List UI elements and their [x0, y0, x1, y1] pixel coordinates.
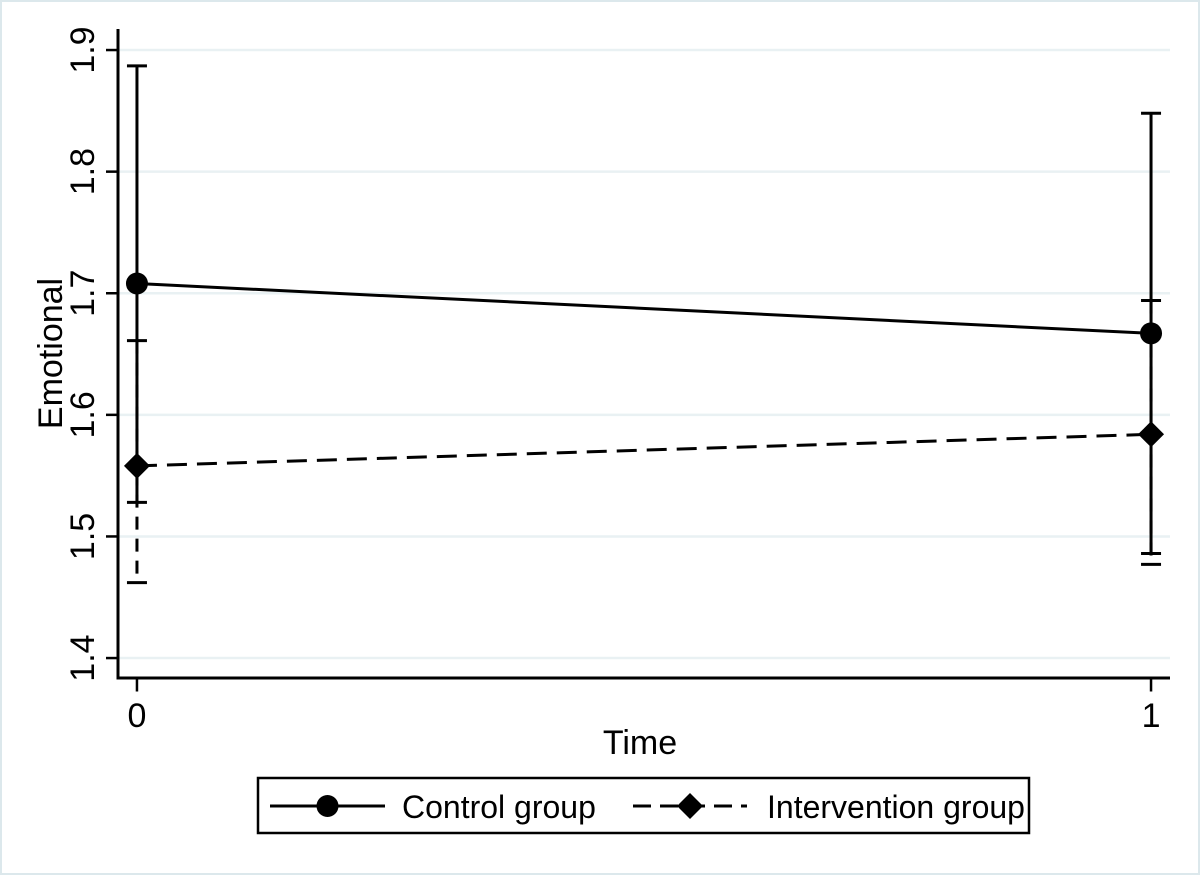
circle-marker	[125, 272, 148, 295]
legend-box	[256, 776, 1031, 835]
y-tick-label: 1.5	[64, 513, 102, 560]
y-tick-label: 1.7	[64, 270, 102, 317]
y-axis-title: Emotional	[32, 278, 70, 429]
legend-label: Intervention group	[767, 789, 1025, 825]
series-markers	[123, 421, 1165, 479]
legend-label: Control group	[402, 789, 596, 825]
series-line-dashed	[136, 432, 1152, 468]
circle-marker	[1140, 322, 1163, 345]
y-axis-ticks: 1.4 1.5 1.6 1.7 1.8 1.9	[64, 26, 118, 682]
series-line-solid	[136, 282, 1152, 335]
y-tick-label: 1.8	[64, 148, 102, 195]
x-tick-label: 0	[128, 697, 147, 735]
diamond-marker	[1138, 421, 1165, 448]
circle-marker	[316, 795, 339, 817]
gridlines	[119, 48, 1170, 660]
diamond-marker	[123, 452, 150, 479]
series-markers	[125, 272, 1163, 345]
x-axis-title: Time	[603, 724, 677, 762]
diamond-marker	[677, 793, 703, 819]
legend-item: Intervention group	[633, 789, 1025, 825]
x-tick-label: 1	[1142, 697, 1161, 735]
y-tick-label: 1.6	[64, 391, 102, 438]
legend: Control group Intervention group	[256, 776, 1031, 835]
y-tick-label: 1.4	[64, 634, 102, 681]
legend-item: Control group	[270, 789, 596, 825]
y-tick-label: 1.9	[64, 26, 102, 73]
